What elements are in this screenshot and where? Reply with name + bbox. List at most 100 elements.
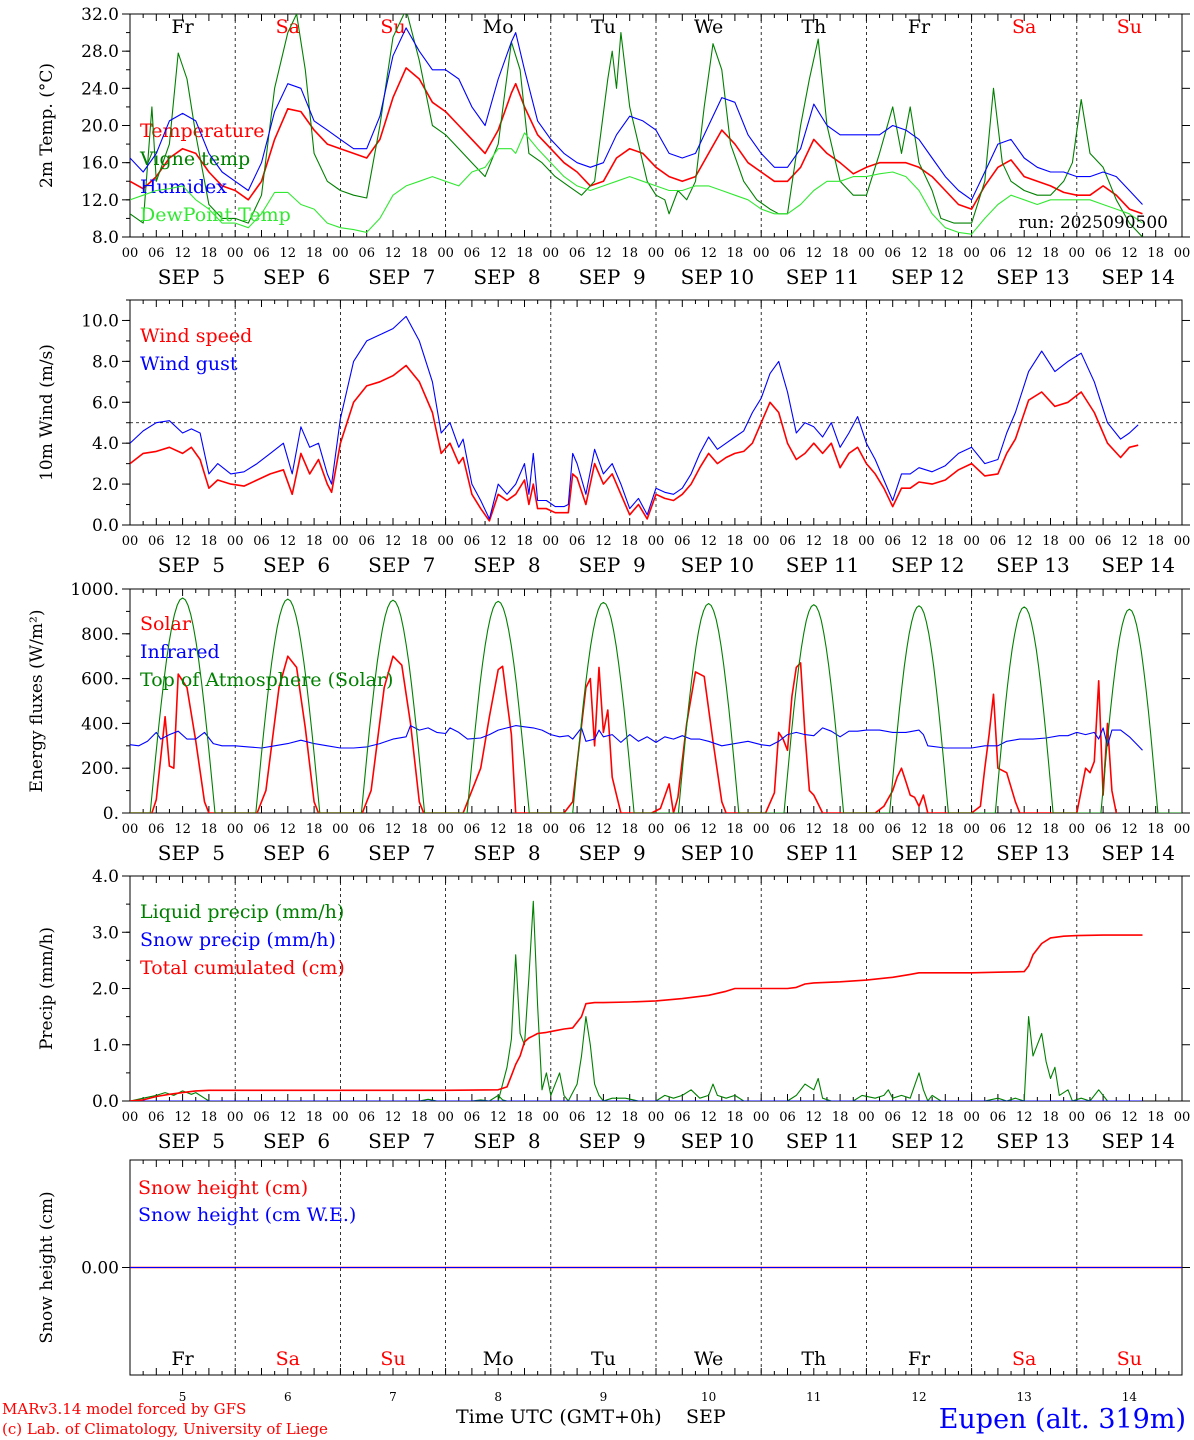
x-hour-label: 00 xyxy=(543,1110,560,1125)
x-hour-label: 06 xyxy=(148,534,165,549)
y-tick-label: 10.0 xyxy=(81,311,119,331)
station-label: Eupen (alt. 319m) xyxy=(939,1404,1186,1435)
x-hour-label: 06 xyxy=(253,246,270,261)
x-hour-label: 18 xyxy=(621,534,638,549)
x-hour-label: 18 xyxy=(201,534,218,549)
x-date-label: SEP 7 xyxy=(368,841,435,865)
x-hour-label: 00 xyxy=(332,246,349,261)
x-date-label: SEP 13 xyxy=(996,265,1070,289)
x-hour-label: 18 xyxy=(621,822,638,837)
x-date-label: SEP 6 xyxy=(263,265,330,289)
x-hour-label: 00 xyxy=(1174,1110,1191,1125)
y-tick-label: 800. xyxy=(81,625,119,645)
x-hour-label: 12 xyxy=(700,1110,717,1125)
x-hour-label: 18 xyxy=(201,822,218,837)
weekday-label: We xyxy=(694,16,723,38)
x-hour-label: 18 xyxy=(411,246,428,261)
x-hour-label: 06 xyxy=(884,534,901,549)
x-hour-label: 18 xyxy=(516,534,533,549)
x-hour-label: 06 xyxy=(1095,246,1112,261)
precip-series-2 xyxy=(130,934,1143,1101)
x-hour-label: 00 xyxy=(963,1110,980,1125)
x-date-label: SEP 11 xyxy=(786,265,860,289)
x-hour-label: 06 xyxy=(990,822,1007,837)
day-number-label: 8 xyxy=(494,1390,502,1404)
x-hour-label: 18 xyxy=(832,246,849,261)
wind-series-1 xyxy=(130,315,1139,520)
x-date-label: SEP 14 xyxy=(1101,265,1175,289)
temp-series-0 xyxy=(130,67,1143,215)
y-tick-label: 12.0 xyxy=(81,191,119,211)
x-hour-label: 18 xyxy=(411,1110,428,1125)
x-hour-label: 06 xyxy=(674,534,691,549)
weekday-label: Sa xyxy=(276,1348,300,1370)
x-hour-label: 06 xyxy=(569,1110,586,1125)
x-hour-label: 00 xyxy=(858,534,875,549)
x-hour-label: 00 xyxy=(858,246,875,261)
temp-legend-3: DewPoint Temp xyxy=(140,204,291,226)
x-date-label: SEP 7 xyxy=(368,265,435,289)
x-hour-label: 00 xyxy=(648,1110,665,1125)
x-date-label: SEP 14 xyxy=(1101,553,1175,577)
x-hour-label: 00 xyxy=(753,534,770,549)
day-number-label: 10 xyxy=(701,1390,716,1404)
x-hour-label: 00 xyxy=(122,534,139,549)
y-tick-label: 6.0 xyxy=(92,393,119,413)
wind-legend-1: Wind gust xyxy=(140,353,238,375)
x-hour-label: 12 xyxy=(1016,822,1033,837)
x-hour-label: 06 xyxy=(569,822,586,837)
x-hour-label: 18 xyxy=(727,246,744,261)
x-date-label: SEP 12 xyxy=(891,1129,965,1153)
y-tick-label: 8.0 xyxy=(92,352,119,372)
weekday-label: Sa xyxy=(1012,16,1036,38)
x-hour-label: 06 xyxy=(253,1110,270,1125)
x-hour-label: 12 xyxy=(806,822,823,837)
weekday-label: Su xyxy=(1117,1348,1142,1370)
x-hour-label: 18 xyxy=(306,1110,323,1125)
x-hour-label: 12 xyxy=(806,534,823,549)
wind-series-0 xyxy=(130,364,1139,522)
x-date-label: SEP 6 xyxy=(263,841,330,865)
temp-series-1 xyxy=(130,14,1143,237)
x-hour-label: 12 xyxy=(490,822,507,837)
weekday-label: Fr xyxy=(908,16,931,38)
x-hour-label: 18 xyxy=(306,822,323,837)
x-date-label: SEP 11 xyxy=(786,553,860,577)
x-hour-label: 12 xyxy=(595,822,612,837)
x-hour-label: 00 xyxy=(858,1110,875,1125)
x-date-label: SEP 10 xyxy=(681,841,755,865)
x-hour-label: 12 xyxy=(490,534,507,549)
x-hour-label: 06 xyxy=(779,822,796,837)
x-date-label: SEP 5 xyxy=(158,553,225,577)
x-hour-label: 00 xyxy=(122,822,139,837)
day-number-label: 11 xyxy=(806,1390,821,1404)
x-hour-label: 06 xyxy=(990,534,1007,549)
precip-legend-0: Liquid precip (mm/h) xyxy=(140,901,344,923)
x-hour-label: 06 xyxy=(148,246,165,261)
x-hour-label: 00 xyxy=(227,822,244,837)
precip-legend-2: Total cumulated (cm) xyxy=(140,957,345,979)
y-tick-label: 200. xyxy=(81,759,119,779)
x-hour-label: 06 xyxy=(358,534,375,549)
x-hour-label: 00 xyxy=(648,822,665,837)
x-hour-label: 00 xyxy=(543,534,560,549)
x-hour-label: 12 xyxy=(280,1110,297,1125)
x-hour-label: 00 xyxy=(753,822,770,837)
x-hour-label: 12 xyxy=(280,822,297,837)
energy-series-2 xyxy=(130,597,1182,813)
x-date-label: SEP 14 xyxy=(1101,841,1175,865)
x-hour-label: 12 xyxy=(385,1110,402,1125)
x-date-label: SEP 12 xyxy=(891,553,965,577)
x-hour-label: 18 xyxy=(621,246,638,261)
x-hour-label: 12 xyxy=(1121,246,1138,261)
x-axis-title: Time UTC (GMT+0h) xyxy=(456,1406,662,1428)
x-hour-label: 00 xyxy=(437,822,454,837)
day-number-label: 5 xyxy=(179,1390,187,1404)
x-hour-label: 18 xyxy=(937,1110,954,1125)
y-tick-label: 28.0 xyxy=(81,42,119,62)
energy-series-1 xyxy=(130,725,1143,751)
x-hour-label: 06 xyxy=(569,534,586,549)
x-date-label: SEP 11 xyxy=(786,1129,860,1153)
x-hour-label: 18 xyxy=(306,534,323,549)
